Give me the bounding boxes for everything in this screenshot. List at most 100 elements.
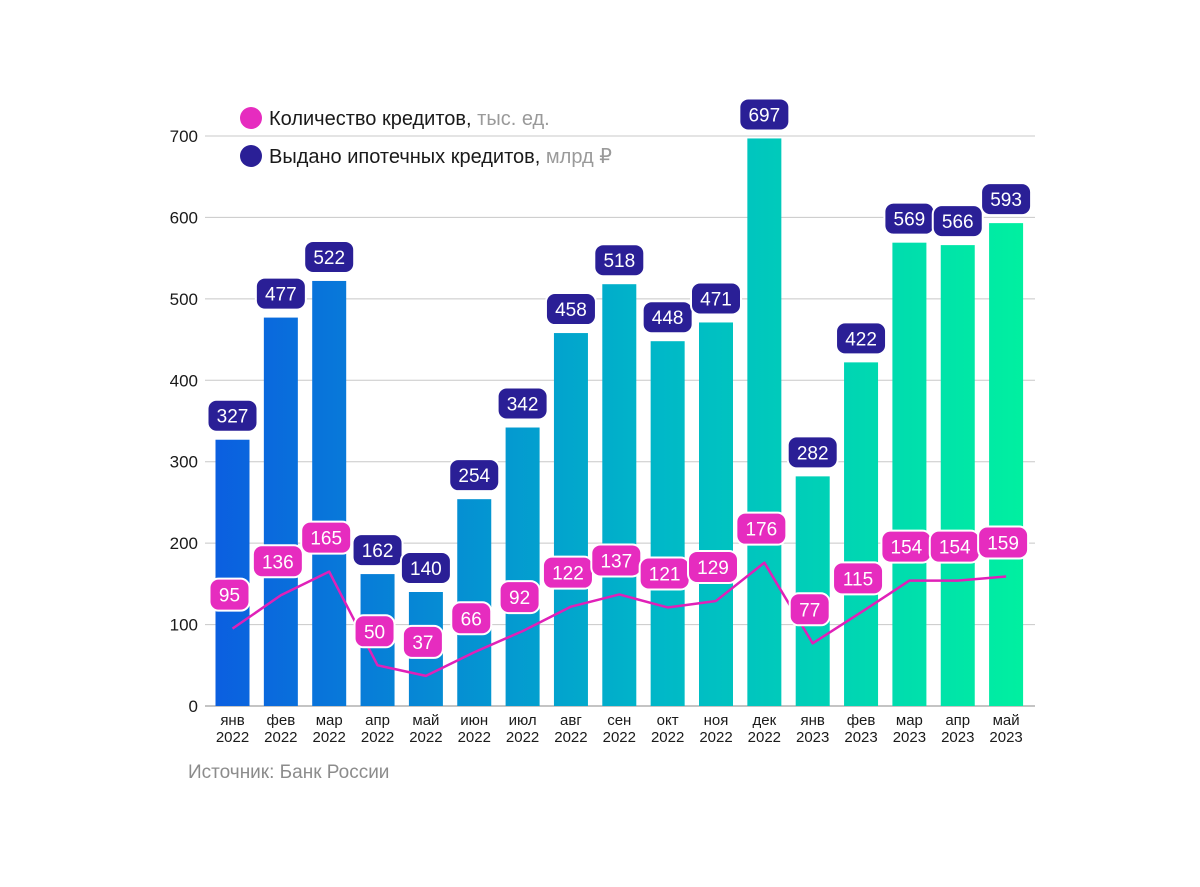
bar-value-label-bg [399,551,452,585]
bar-value-label-bg [303,239,356,274]
bars [215,138,1024,706]
y-tick-label: 500 [170,290,198,309]
line-value-label-bg [832,561,885,596]
bar [844,362,879,706]
source-note: Источник: Банк России [188,762,389,783]
bar-value-label: 448 [641,300,694,335]
line-value-label-bg [977,525,1030,560]
bar-value-label-bg [448,458,501,493]
line-value-label-bg [208,577,251,612]
bar-value-label: 569 [883,201,936,236]
line-value-label-text: 154 [891,538,923,559]
bar-value-label-bg [254,276,307,311]
bar-value-label: 477 [254,276,307,311]
y-tick-label: 100 [170,616,198,635]
line-value-label: 115 [832,561,885,596]
line-value-label-text: 95 [219,586,240,607]
y-tick-label: 0 [189,697,198,716]
bar [505,427,540,706]
x-tick-label: дек 2022 [748,712,781,746]
line-value-label: 50 [353,614,396,649]
line-value-label: 129 [687,549,739,584]
bar-value-label-text: 458 [555,300,587,321]
bar-value-label-text: 422 [845,329,877,350]
bar-value-label-text: 697 [748,105,780,126]
bar-value-label-text: 162 [362,541,394,562]
bar-value-label-text: 327 [217,407,249,428]
legend-count-name: Количество кредитов [269,108,466,130]
line-value-label: 159 [977,525,1030,560]
line-value-label-text: 77 [799,600,820,621]
bar-value-label: 140 [399,551,452,585]
x-tick-label: янв 2023 [796,712,829,746]
line-value-label-text: 129 [697,558,729,579]
bar-value-label-bg [835,321,888,356]
bar-value-label-bg [786,435,839,470]
bar-value-label-bg [738,97,791,132]
line-value-label-bg [735,511,788,546]
bar-value-label-text: 282 [797,443,829,464]
line-value-label-bg [401,624,444,659]
y-tick-label: 600 [170,208,198,227]
bar [650,341,685,706]
line-value-label-text: 154 [939,538,971,559]
line-value-label: 66 [450,601,493,636]
bar-value-label: 254 [448,458,501,493]
x-axis: янв 2022 фев 2022 мар 2022 апр 2022 май 2022 июн 20… [216,712,1023,746]
bar [989,223,1024,706]
data-labels: 327 477 522 162 140 254 342 458 518 448 471 697 282 4… [206,97,1033,659]
y-tick-label: 700 [170,127,198,146]
line-value-label-text: 165 [310,529,342,550]
bar-value-label-text: 477 [265,285,297,306]
x-tick-label: июл 2022 [506,712,539,746]
x-tick-label: фев 2022 [264,712,297,746]
bar-value-label-bg [690,281,742,316]
line-value-label-bg [687,549,739,584]
line-value-label: 77 [788,592,831,627]
line-value-label: 137 [590,543,643,578]
bar [795,476,830,706]
y-tick-label: 400 [170,371,198,390]
bar-value-label-text: 518 [603,251,635,272]
bar-value-label-bg [641,300,694,335]
line-value-label-text: 159 [987,534,1019,555]
bar-value-label-bg [593,243,646,278]
bar-value-label-bg [496,386,549,421]
line-value-label: 37 [401,624,444,659]
bar-value-label: 593 [980,182,1033,217]
bar-value-label-text: 254 [458,466,490,487]
bar-value-label-bg [931,204,984,239]
line-value-label: 95 [208,577,251,612]
line-value-label-bg [353,614,396,649]
line-value-label-bg [788,592,831,627]
x-tick-label: авг 2022 [554,712,587,746]
line-value-label-text: 66 [461,609,482,630]
bar-value-label: 282 [786,435,839,470]
bar-value-label: 342 [496,386,549,421]
bar-value-label-bg [544,292,597,327]
bar-value-label: 422 [835,321,888,356]
bar-value-label-text: 522 [313,248,345,269]
line-value-label-bg [450,601,493,636]
bar [747,138,782,706]
bar-value-label: 522 [303,239,356,274]
bar-value-label-text: 140 [410,559,442,580]
line-value-label-text: 137 [600,551,632,572]
x-tick-label: мар 2023 [893,712,926,746]
bar-value-label-text: 448 [652,308,684,329]
line-value-label: 154 [928,529,981,564]
bar-value-label-text: 593 [990,190,1022,211]
x-tick-label: апр 2022 [361,712,394,746]
line-value-label: 176 [735,511,788,546]
x-tick-label: сен 2022 [603,712,636,746]
bar-value-label-bg [980,182,1033,217]
legend-volume-name: Выдано ипотечных кредитов [269,146,535,168]
bar [215,439,250,706]
bar-value-label: 566 [931,204,984,239]
x-tick-label: май 2022 [409,712,442,746]
bar-value-label: 162 [351,533,404,568]
legend-volume-unit: млрд ₽ [546,146,612,168]
bar [553,333,588,706]
bar-value-label-bg [206,398,259,433]
